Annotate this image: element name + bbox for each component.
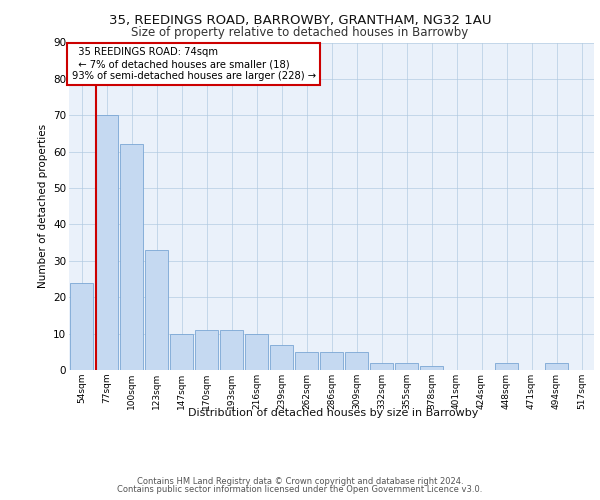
Bar bbox=[245, 334, 268, 370]
Bar bbox=[545, 362, 568, 370]
Text: 35 REEDINGS ROAD: 74sqm
  ← 7% of detached houses are smaller (18)
93% of semi-d: 35 REEDINGS ROAD: 74sqm ← 7% of detached… bbox=[71, 48, 316, 80]
Bar bbox=[70, 282, 93, 370]
Bar bbox=[220, 330, 243, 370]
Bar bbox=[95, 116, 118, 370]
Bar bbox=[145, 250, 168, 370]
Bar bbox=[295, 352, 318, 370]
Bar bbox=[345, 352, 368, 370]
Bar bbox=[370, 362, 393, 370]
Text: Distribution of detached houses by size in Barrowby: Distribution of detached houses by size … bbox=[188, 408, 478, 418]
Y-axis label: Number of detached properties: Number of detached properties bbox=[38, 124, 47, 288]
Bar bbox=[420, 366, 443, 370]
Bar bbox=[270, 344, 293, 370]
Bar bbox=[170, 334, 193, 370]
Bar bbox=[395, 362, 418, 370]
Bar bbox=[320, 352, 343, 370]
Text: Contains public sector information licensed under the Open Government Licence v3: Contains public sector information licen… bbox=[118, 485, 482, 494]
Text: 35, REEDINGS ROAD, BARROWBY, GRANTHAM, NG32 1AU: 35, REEDINGS ROAD, BARROWBY, GRANTHAM, N… bbox=[109, 14, 491, 27]
Bar bbox=[195, 330, 218, 370]
Text: Contains HM Land Registry data © Crown copyright and database right 2024.: Contains HM Land Registry data © Crown c… bbox=[137, 477, 463, 486]
Text: Size of property relative to detached houses in Barrowby: Size of property relative to detached ho… bbox=[131, 26, 469, 39]
Bar bbox=[495, 362, 518, 370]
Bar bbox=[120, 144, 143, 370]
